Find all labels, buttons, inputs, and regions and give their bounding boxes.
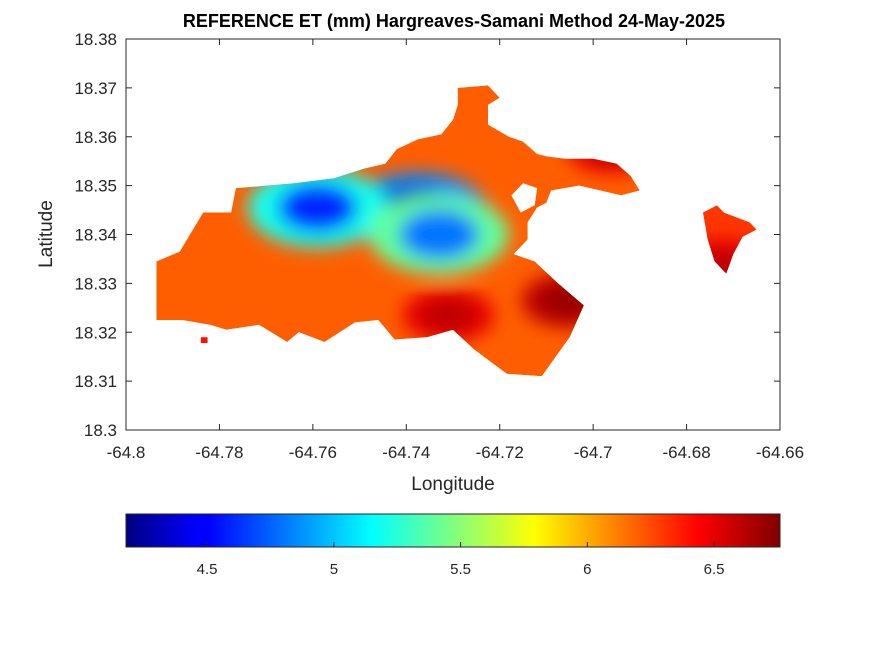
x-tick-label: -64.78	[195, 443, 243, 462]
colorbar-tick-label: 4.5	[197, 561, 218, 578]
x-axis: -64.8 -64.78 -64.76 -64.74 -64.72 -64.7 -64.68…	[107, 39, 804, 462]
x-tick-label: -64.72	[476, 443, 524, 462]
x-tick-label: -64.66	[756, 443, 804, 462]
y-axis-label: Latitude	[36, 200, 57, 268]
y-tick-label: 18.38	[74, 30, 117, 49]
hotspot-high-et-south	[421, 298, 475, 333]
x-tick-label: -64.8	[107, 443, 146, 462]
colorbar-tick-label: 5.5	[450, 561, 471, 578]
colorbar-tick-label: 6	[583, 561, 591, 578]
colorbar-tick-label: 5	[330, 561, 338, 578]
y-tick-label: 18.3	[84, 421, 117, 440]
hotspot-low-et-core-west	[277, 182, 358, 233]
y-tick-label: 18.36	[74, 128, 117, 147]
x-axis-label: Longitude	[411, 474, 494, 495]
y-tick-label: 18.34	[74, 226, 117, 245]
x-tick-label: -64.74	[382, 443, 430, 462]
y-tick-label: 18.35	[74, 177, 117, 196]
region-islet-west	[200, 337, 208, 343]
x-tick-label: -64.68	[662, 443, 710, 462]
y-tick-label: 18.37	[74, 79, 117, 98]
et-surface	[156, 85, 757, 377]
colorbar-ticks: 4.5 5 5.5 6 6.5	[197, 542, 725, 578]
chart-title: REFERENCE ET (mm) Hargreaves-Samani Meth…	[183, 11, 725, 31]
y-tick-label: 18.31	[74, 372, 117, 391]
hotspot-low-et-basin	[398, 209, 479, 260]
y-tick-label: 18.33	[74, 274, 117, 293]
colorbar-tick-label: 6.5	[704, 561, 725, 578]
x-tick-label: -64.76	[289, 443, 337, 462]
colorbar	[125, 513, 781, 548]
y-axis: 18.3818.3718.3618.3518.3418.3318.3218.31…	[74, 30, 780, 440]
x-tick-label: -64.7	[574, 443, 613, 462]
y-tick-label: 18.32	[74, 323, 117, 342]
